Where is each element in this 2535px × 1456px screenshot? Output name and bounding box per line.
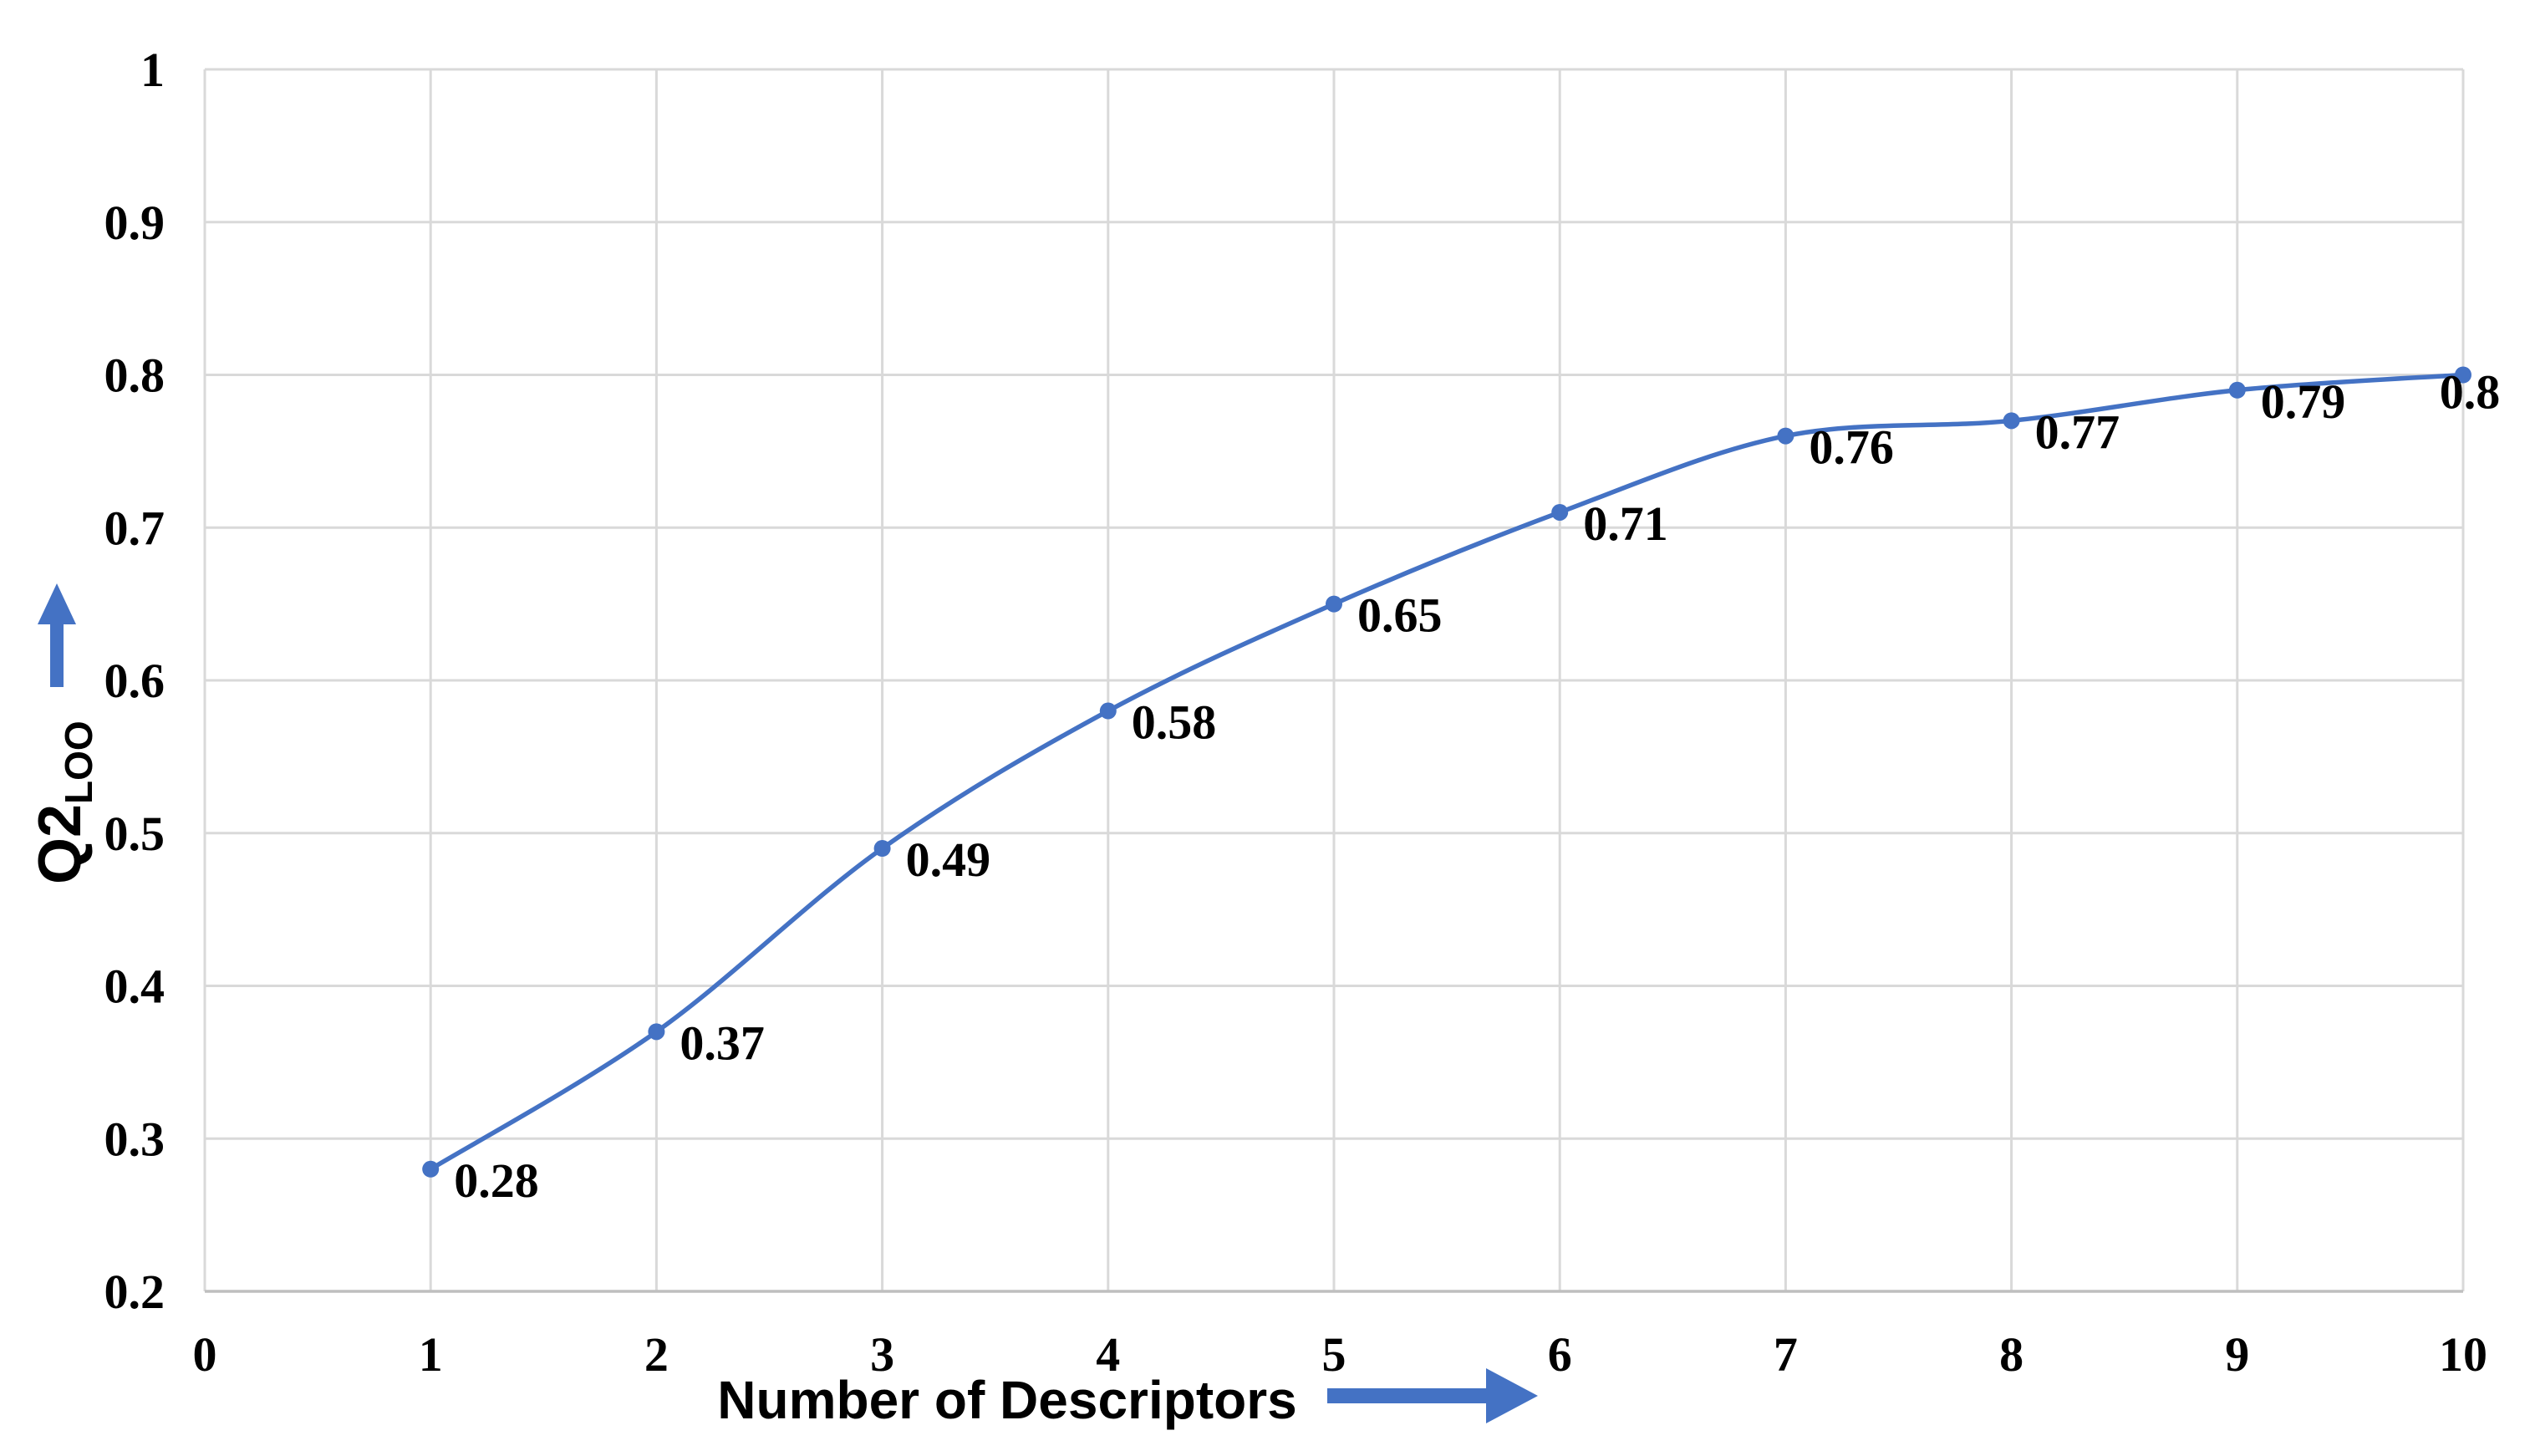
data-point-label: 0.77: [2035, 405, 2120, 459]
data-point-label: 0.76: [1809, 420, 1894, 475]
y-tick-label: 0.2: [104, 1265, 165, 1319]
data-point: [2228, 381, 2246, 399]
x-tick-label: 7: [1774, 1327, 1798, 1382]
y-axis-title-subscript: LOO: [57, 720, 100, 804]
x-axis-tick-labels: 0 1 2 3 4 5 6 7 8 9 10: [193, 1327, 2488, 1382]
data-point-label: 0.49: [906, 832, 991, 887]
x-tick-label: 0: [193, 1327, 217, 1382]
x-axis-arrow-icon: [1327, 1368, 1538, 1423]
data-point: [873, 840, 891, 858]
y-tick-label: 0.7: [104, 501, 165, 555]
data-point: [2455, 366, 2471, 384]
x-tick-label: 9: [2225, 1327, 2249, 1382]
data-point: [1551, 503, 1569, 521]
data-point: [1326, 595, 1342, 613]
y-tick-label: 0.6: [104, 654, 165, 708]
data-point: [1777, 427, 1794, 445]
series-group: [422, 366, 2471, 1178]
data-point-label: 0.37: [680, 1016, 765, 1070]
data-point-label: 0.71: [1583, 496, 1668, 551]
x-tick-label: 8: [1999, 1327, 2023, 1382]
data-point: [648, 1023, 665, 1041]
x-axis-title: Number of Descriptors: [717, 1370, 1296, 1430]
data-point-label: 0.58: [1132, 695, 1217, 750]
data-point-label: 0.28: [454, 1153, 539, 1208]
y-axis-arrow-icon: [38, 583, 76, 687]
x-tick-label: 5: [1322, 1327, 1346, 1382]
y-tick-label: 0.4: [104, 960, 165, 1014]
y-tick-label: 0.5: [104, 807, 165, 861]
data-point: [422, 1160, 440, 1178]
x-tick-label: 2: [644, 1327, 669, 1382]
data-point-label: 0.8: [2440, 365, 2501, 420]
data-point-label: 0.65: [1357, 588, 1443, 643]
y-tick-label: 0.8: [104, 349, 165, 403]
data-point: [2003, 412, 2020, 430]
y-axis-tick-labels: 0.2 0.3 0.4 0.5 0.6 0.7 0.8 0.9 1: [104, 43, 165, 1319]
data-labels-group: 0.28 0.37 0.49 0.58 0.65 0.71 0.76 0.77 0.79 0.8: [454, 365, 2500, 1208]
y-tick-label: 0.9: [104, 196, 165, 250]
x-tick-label: 6: [1548, 1327, 1572, 1382]
y-axis-title: Q2LOO: [27, 720, 100, 884]
data-point: [1099, 702, 1117, 720]
x-tick-label: 10: [2439, 1327, 2487, 1382]
series-line: [428, 372, 2466, 1172]
data-point-label: 0.79: [2261, 374, 2346, 429]
gridlines: [203, 68, 2465, 1291]
x-tick-label: 3: [870, 1327, 894, 1382]
x-tick-label: 1: [419, 1327, 443, 1382]
y-axis-title-main: Q2: [27, 804, 94, 884]
x-tick-label: 4: [1096, 1327, 1120, 1382]
y-tick-label: 1: [140, 43, 165, 97]
y-tick-label: 0.3: [104, 1112, 165, 1166]
